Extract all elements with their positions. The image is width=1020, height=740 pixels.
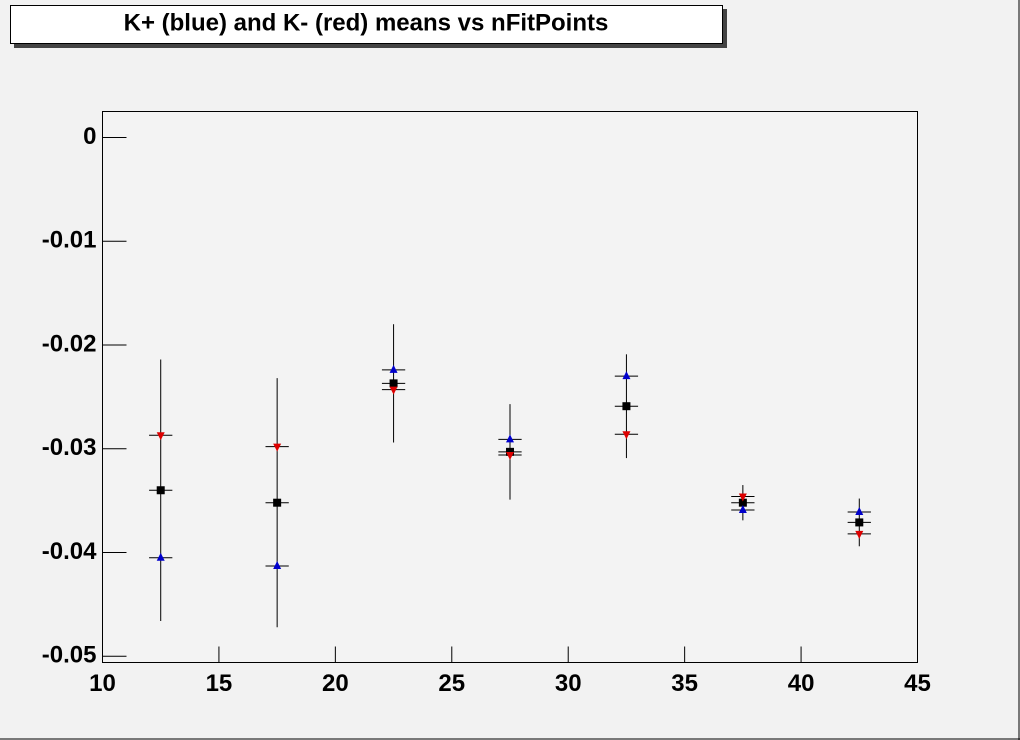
y-tick-label: -0.02: [42, 330, 97, 357]
x-tick-label: 10: [89, 670, 116, 697]
marker-triangle-up: [855, 507, 864, 516]
marker-triangle-up: [273, 560, 282, 569]
x-tick-label: 30: [555, 670, 582, 697]
plot-frame: [102, 111, 918, 663]
x-tick-label: 15: [206, 670, 233, 697]
marker-square: [273, 498, 282, 507]
marker-triangle-up: [506, 434, 514, 443]
x-tick-label: 40: [788, 670, 815, 697]
y-tick-label: -0.03: [42, 434, 97, 461]
y-tick-label: -0.04: [42, 538, 97, 565]
marker-triangle-down: [156, 432, 165, 441]
marker-square: [622, 402, 631, 411]
marker-triangle-down: [506, 451, 514, 460]
marker-square: [855, 518, 864, 527]
title-box: [10, 5, 723, 44]
marker-triangle-down: [738, 493, 747, 502]
x-tick-label: 45: [904, 670, 931, 697]
marker-triangle-up: [622, 371, 631, 380]
marker-square: [506, 447, 514, 456]
marker-square: [389, 379, 398, 388]
marker-square: [738, 498, 747, 507]
chart-title: K+ (blue) and K- (red) means vs nFitPoin…: [124, 9, 609, 36]
marker-triangle-down: [273, 443, 282, 452]
marker-triangle-up: [738, 504, 747, 513]
x-tick-label: 25: [438, 670, 465, 697]
y-tick-label: -0.05: [42, 642, 97, 669]
marker-triangle-up: [389, 364, 398, 373]
marker-square: [156, 486, 165, 495]
x-tick-label: 20: [322, 670, 349, 697]
marker-triangle-down: [855, 530, 864, 539]
y-tick-label: 0: [83, 123, 96, 150]
x-tick-label: 35: [671, 670, 698, 697]
marker-triangle-up: [156, 552, 165, 561]
y-tick-label: -0.01: [42, 227, 97, 254]
marker-triangle-down: [622, 431, 631, 440]
marker-triangle-down: [389, 386, 398, 395]
